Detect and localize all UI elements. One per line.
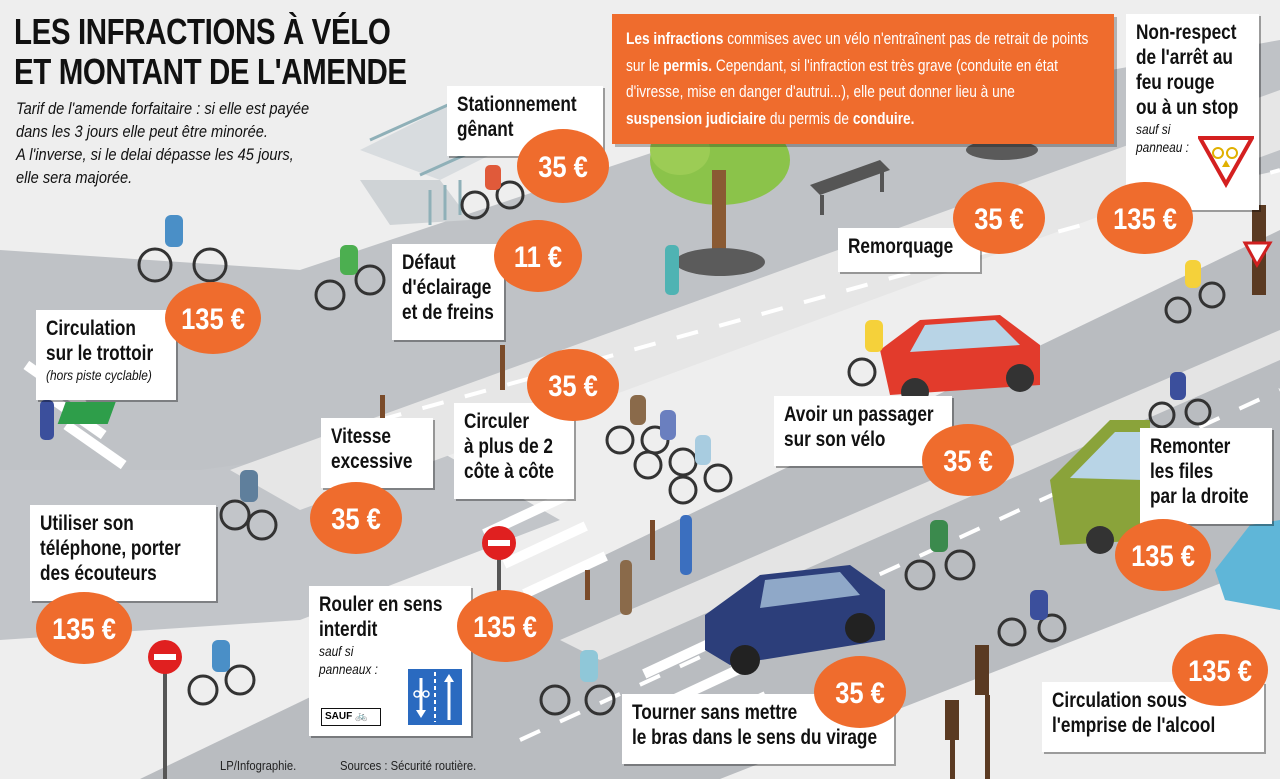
label-line: feu rouge	[1136, 71, 1215, 94]
contraflow-lane-sign-icon	[408, 669, 462, 725]
bike-lane-marking	[57, 402, 116, 424]
traffic-lights	[945, 205, 1266, 779]
info-span: Cependant, si l'infraction est très grav…	[626, 56, 1058, 102]
label-line: par la droite	[1150, 485, 1249, 508]
label-line: Circuler	[464, 410, 530, 433]
info-bold: permis.	[663, 56, 713, 75]
label-line: gênant	[457, 118, 514, 141]
label-line: l'emprise de l'alcool	[1052, 714, 1216, 737]
label-cote-a-cote: Circuler à plus de 2 côte à côte	[454, 403, 574, 499]
label-line: d'éclairage	[402, 276, 492, 299]
label-line: Remonter	[1150, 435, 1231, 458]
label-line: Rouler en sens	[319, 593, 443, 616]
sauf-sign-text: SAUF	[325, 711, 353, 722]
subtitle-line: elle sera majorée.	[16, 168, 133, 187]
info-span: commises avec un vélo n'entraînent pas d…	[626, 30, 1089, 75]
label-line: des écouteurs	[40, 562, 157, 585]
yield-bike-sign-icon	[1198, 136, 1254, 188]
label-line: Utiliser son	[40, 512, 134, 535]
info-bold: suspension judiciaire	[626, 109, 767, 128]
subtitle-line: Tarif de l'amende forfaitaire : si elle …	[16, 99, 310, 118]
green-car	[1050, 420, 1150, 554]
bench	[810, 160, 890, 215]
label-note: sauf si	[1136, 121, 1171, 137]
yield-sign-small	[1242, 241, 1273, 269]
label-line: Remorquage	[848, 235, 954, 258]
blue-car	[705, 565, 885, 675]
lower-median	[560, 330, 1280, 660]
label-line: Défaut	[402, 251, 456, 274]
label-line: Tourner sans mettre	[632, 701, 798, 724]
info-box: Les infractions commises avec un vélo n'…	[612, 14, 1114, 144]
main-title: LES INFRACTIONS À VÉLO ET MONTANT DE L'A…	[14, 12, 407, 92]
label-line: Circulation	[46, 317, 136, 340]
label-line: Stationnement	[457, 93, 577, 116]
label-telephone: Utiliser son téléphone, porter des écout…	[30, 505, 216, 601]
label-line: le bras dans le sens du virage	[632, 726, 878, 749]
label-eclairage: Défaut d'éclairage et de freins	[392, 244, 504, 340]
label-note: sauf si	[319, 643, 354, 659]
info-span: du permis de	[766, 109, 853, 128]
label-line: sur son vélo	[784, 428, 886, 451]
subtitle-line: dans les 3 jours elle peut être minorée.	[16, 122, 268, 141]
label-line: à plus de 2	[464, 435, 554, 458]
label-line: côte à côte	[464, 460, 554, 483]
label-feu-rouge: Non-respect de l'arrêt au feu rouge ou à…	[1126, 14, 1259, 210]
label-passager: Avoir un passager sur son vélo	[774, 396, 952, 466]
label-line: de l'arrêt au	[1136, 46, 1233, 69]
title-line-1: LES INFRACTIONS À VÉLO	[14, 11, 391, 52]
label-line: téléphone, porter	[40, 537, 181, 560]
bike-icon: 🚲	[355, 711, 368, 722]
info-bold: Les infractions	[626, 30, 724, 48]
upper-street	[0, 40, 1280, 520]
label-line: et de freins	[402, 301, 494, 324]
label-line: Circulation sous	[1052, 689, 1187, 712]
label-line: excessive	[331, 450, 413, 473]
title-line-2: ET MONTANT DE L'AMENDE	[14, 51, 407, 92]
label-note: panneau :	[1136, 139, 1189, 155]
sauf-sign: SAUF 🚲	[321, 708, 381, 726]
label-sens-interdit: Rouler en sens interdit sauf si panneaux…	[309, 586, 471, 736]
sources: Sources : Sécurité routière.	[340, 759, 477, 773]
label-line: les files	[1150, 460, 1214, 483]
pedestrians	[40, 245, 692, 615]
label-note: panneaux :	[319, 661, 378, 677]
info-bold: conduire.	[852, 109, 915, 128]
label-vitesse: Vitesse excessive	[321, 418, 433, 488]
label-line: Avoir un passager	[784, 403, 934, 426]
label-bras: Tourner sans mettre le bras dans le sens…	[622, 694, 894, 764]
label-trottoir: Circulation sur le trottoir (hors piste …	[36, 310, 176, 400]
subtitle-line: A l'inverse, si le delai dépasse les 45 …	[16, 145, 294, 164]
cyclist-bodies	[165, 165, 1201, 682]
no-entry-sign-2	[148, 640, 182, 779]
label-note: (hors piste cyclable)	[46, 367, 152, 383]
label-alcool: Circulation sous l'emprise de l'alcool	[1042, 682, 1264, 752]
light-blue-car	[1215, 520, 1280, 610]
label-remorquage: Remorquage	[838, 228, 980, 272]
credit: LP/Infographie.	[220, 759, 297, 773]
label-line: interdit	[319, 618, 378, 641]
manhole	[966, 140, 1038, 160]
label-files: Remonter les files par la droite	[1140, 428, 1272, 524]
label-line: ou à un stop	[1136, 96, 1239, 119]
label-line: Vitesse	[331, 425, 392, 448]
label-line: sur le trottoir	[46, 342, 154, 365]
info-text: Les infractions commises avec un vélo n'…	[626, 26, 1091, 132]
subtitle: Tarif de l'amende forfaitaire : si elle …	[16, 97, 360, 189]
label-stationnement: Stationnement gênant	[447, 86, 603, 156]
label-line: Non-respect	[1136, 21, 1237, 44]
no-entry-sign-1	[482, 526, 516, 615]
